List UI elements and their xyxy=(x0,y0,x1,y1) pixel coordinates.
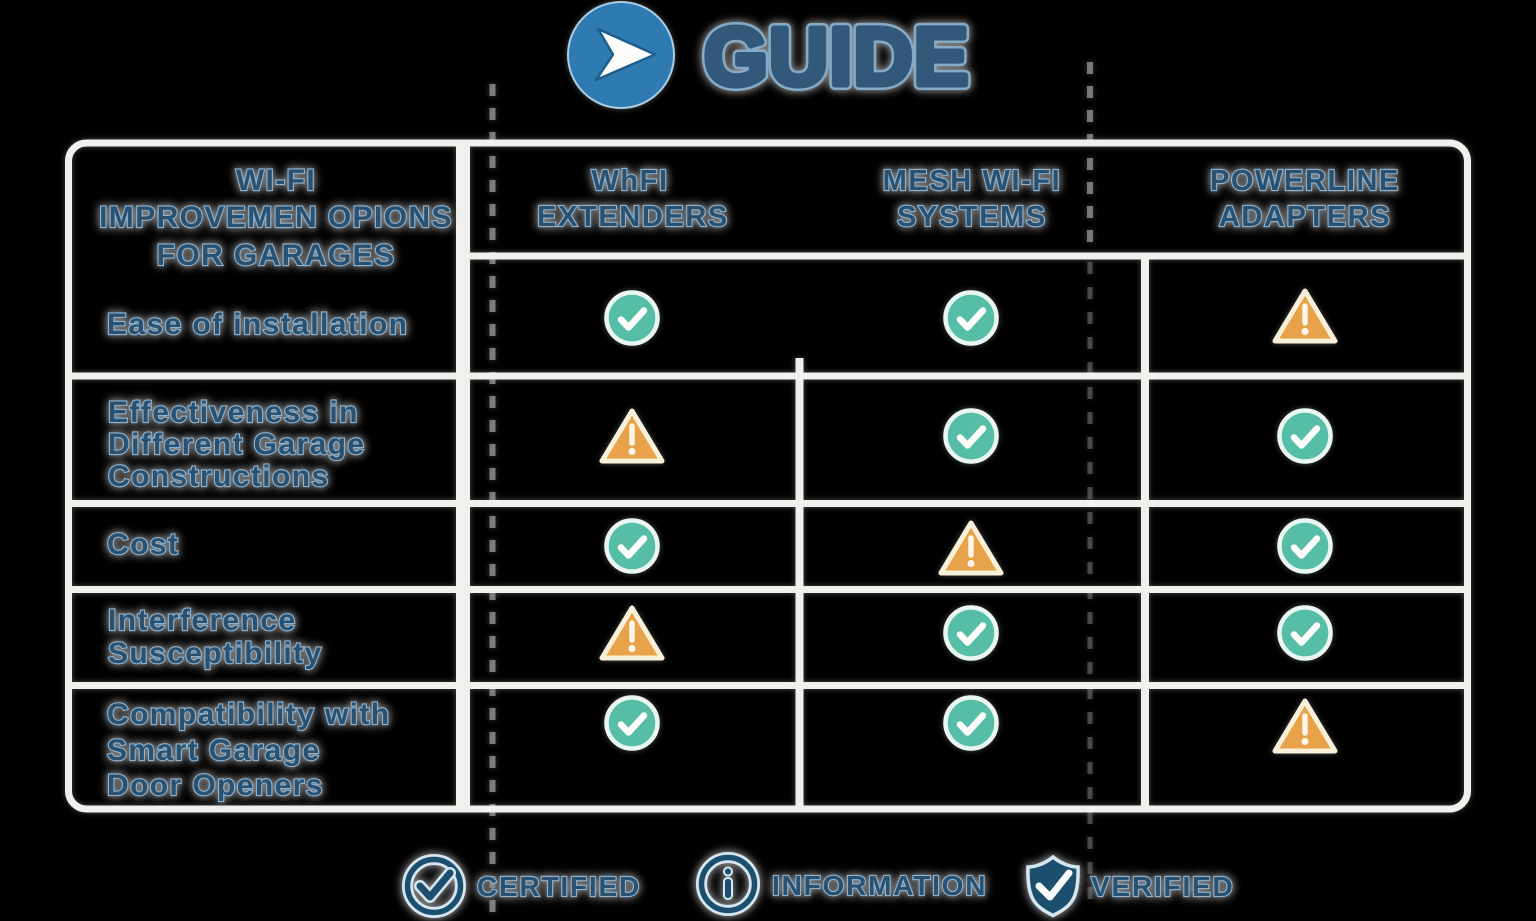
svg-text:Constructions: Constructions xyxy=(108,460,330,493)
svg-text:SYSTEMS: SYSTEMS xyxy=(897,201,1047,233)
svg-text:WI-FI: WI-FI xyxy=(236,164,316,197)
svg-text:ADAPTERS: ADAPTERS xyxy=(1219,201,1391,233)
svg-text:Compatibility with: Compatibility with xyxy=(107,698,391,731)
svg-text:Effectiveness in: Effectiveness in xyxy=(108,396,359,429)
svg-text:GUIDE: GUIDE xyxy=(704,12,970,103)
svg-text:Cost: Cost xyxy=(107,528,179,561)
svg-text:Susceptibility: Susceptibility xyxy=(108,637,323,670)
svg-text:Door Openers: Door Openers xyxy=(107,769,324,802)
svg-text:POWERLINE: POWERLINE xyxy=(1210,165,1400,197)
svg-text:FOR GARAGES: FOR GARAGES xyxy=(157,239,396,272)
svg-text:WhFI: WhFI xyxy=(591,165,668,197)
svg-text:CERTIFIED: CERTIFIED xyxy=(477,871,641,902)
svg-text:INFORMATION: INFORMATION xyxy=(772,870,987,901)
svg-text:MESH WI-FI: MESH WI-FI xyxy=(883,165,1062,197)
svg-text:Ease of installation: Ease of installation xyxy=(107,308,408,341)
svg-text:Smart Garage: Smart Garage xyxy=(107,734,321,767)
svg-text:Interference: Interference xyxy=(108,604,297,637)
svg-text:IMPROVEMEN OPIONS: IMPROVEMEN OPIONS xyxy=(99,201,453,234)
svg-text:VERIFIED: VERIFIED xyxy=(1091,871,1235,902)
svg-text:GUIDE: GUIDE xyxy=(704,12,970,103)
svg-text:EXTENDERS: EXTENDERS xyxy=(537,201,729,233)
svg-text:Different Garage: Different Garage xyxy=(108,428,365,461)
